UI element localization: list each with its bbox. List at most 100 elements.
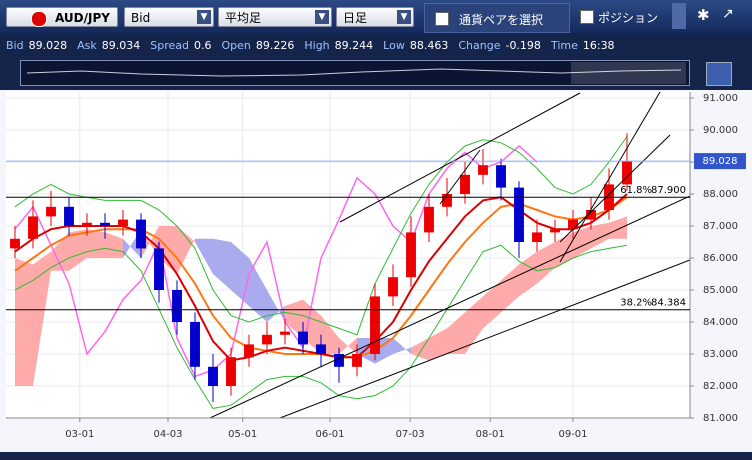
y-tick-label: 88.000 xyxy=(703,189,738,200)
candle-body xyxy=(406,232,416,278)
x-tick-label: 08-01 xyxy=(476,429,505,440)
candle-body xyxy=(604,184,614,210)
candle-body xyxy=(586,210,596,220)
quote-label: Change xyxy=(458,39,501,52)
y-tick-label: 84.000 xyxy=(703,317,738,328)
y-tick-label: 90.000 xyxy=(703,125,738,136)
cloud-segment xyxy=(591,222,609,249)
timeframe-select[interactable]: 日足 ▼ xyxy=(336,7,414,27)
candle-body xyxy=(10,238,20,249)
cloud-segment xyxy=(357,338,375,364)
candle-body xyxy=(334,354,344,367)
pair: AUD/JPY xyxy=(55,11,110,25)
candle-body xyxy=(568,219,578,230)
candle-body xyxy=(388,277,398,297)
trend-line xyxy=(279,259,690,418)
candle-body xyxy=(244,344,254,358)
cloud-segment xyxy=(231,242,249,306)
cloud-segment xyxy=(501,264,519,313)
trend-line xyxy=(559,134,671,243)
candle-body xyxy=(64,206,74,226)
candle-body xyxy=(442,194,452,207)
zoom-button[interactable] xyxy=(706,62,732,86)
quote-value: 89.028 xyxy=(28,39,68,52)
candle-body xyxy=(514,187,524,242)
cloud-segment xyxy=(249,258,267,322)
cloud-segment xyxy=(429,328,447,361)
candle-body xyxy=(622,161,632,185)
indicator-line xyxy=(14,244,628,409)
cloud-segment xyxy=(375,338,393,364)
x-tick-label: 07-03 xyxy=(396,429,425,440)
trend-line xyxy=(439,149,481,205)
cloud-segment xyxy=(411,338,429,361)
x-tick-label: 05-01 xyxy=(228,429,257,440)
y-tick-label: 87.000 xyxy=(703,221,738,232)
cloud-segment xyxy=(465,296,483,354)
plot-bg xyxy=(6,92,690,418)
navigator-line xyxy=(26,68,682,77)
cloud-segment xyxy=(519,251,537,297)
y-tick-label: 91.000 xyxy=(703,93,738,104)
candle-body xyxy=(136,219,146,249)
price-type-select[interactable]: Bid ▼ xyxy=(124,7,214,27)
candle-body xyxy=(532,232,542,242)
position-checkbox[interactable] xyxy=(580,10,594,24)
x-tick-label: 04-03 xyxy=(153,429,182,440)
quote-label: Spread xyxy=(150,39,189,52)
cloud-segment xyxy=(105,232,123,258)
cloud-segment xyxy=(123,229,141,258)
quote-value: 0.6 xyxy=(193,39,212,52)
cloud-segment xyxy=(51,232,69,271)
candle-body xyxy=(226,357,236,386)
cloud-segment xyxy=(141,226,159,258)
quote-label: Time xyxy=(550,39,578,52)
x-tick-label: 06-01 xyxy=(315,429,344,440)
quote-value: 89.244 xyxy=(334,39,374,52)
candle-body xyxy=(262,334,272,345)
quote-label: High xyxy=(304,39,330,52)
pair-button[interactable]: AUD/JPY xyxy=(6,7,118,27)
quote-value: -0.198 xyxy=(505,39,541,52)
menu-icon[interactable] xyxy=(672,3,686,29)
candle-body xyxy=(460,174,470,194)
navigator-window[interactable] xyxy=(571,62,686,84)
candle-body xyxy=(424,206,434,233)
candle-body xyxy=(154,248,164,290)
candle-type-select[interactable]: 平均足 ▼ xyxy=(218,7,332,27)
select-pair-checkbox[interactable] xyxy=(435,12,449,26)
candle-body xyxy=(100,222,110,226)
quote-bar: Bid 89.028 Ask 89.034 Spread 0.6 Open 89.226 Hig… xyxy=(0,35,752,57)
timeframe: 日足 xyxy=(343,11,368,25)
cloud-segment xyxy=(537,242,555,284)
settings-icon[interactable]: ✱ xyxy=(697,6,710,24)
cloud-segment xyxy=(393,338,411,354)
candle-body xyxy=(118,219,128,226)
chart-bg xyxy=(0,90,752,452)
cloud-segment xyxy=(483,280,501,329)
trend-lines xyxy=(209,92,690,418)
cloud-segment xyxy=(303,299,321,354)
cloud-segment xyxy=(447,312,465,354)
candle-body xyxy=(550,229,560,233)
navigator-svg xyxy=(26,62,686,84)
y-tick-label: 89.000 xyxy=(703,157,738,168)
popout-icon[interactable]: ↗ xyxy=(722,6,734,22)
indicator-line xyxy=(14,144,538,378)
quote-label: Bid xyxy=(6,39,24,52)
cloud-segment xyxy=(555,232,573,268)
navigator xyxy=(20,60,690,86)
quote-value: 89.034 xyxy=(101,39,141,52)
cloud-segment xyxy=(267,290,285,322)
y-tick-label: 85.000 xyxy=(703,285,738,296)
indicator-line xyxy=(14,136,628,336)
indicator-line xyxy=(14,193,628,362)
cloud-segment xyxy=(339,338,357,354)
fib-label: 61.8% xyxy=(620,185,652,196)
candle-body xyxy=(370,296,380,354)
x-tick-label: 09-01 xyxy=(558,429,587,440)
quote-value: 16:38 xyxy=(582,39,615,52)
candle-body xyxy=(478,165,488,175)
fib-value: 87.900 xyxy=(651,185,686,196)
